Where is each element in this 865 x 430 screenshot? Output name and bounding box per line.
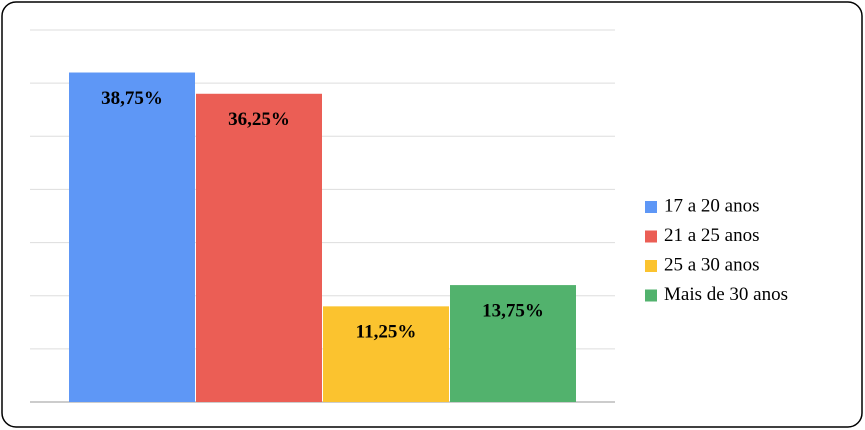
bar (196, 93, 322, 403)
legend-label: 17 a 20 anos (664, 195, 760, 216)
legend-label: 25 a 30 anos (664, 254, 760, 275)
legend-swatch (645, 201, 657, 213)
legend-swatch (645, 230, 657, 243)
legend-label: Mais de 30 anos (664, 284, 788, 305)
data-label: 11,25% (356, 322, 417, 343)
bar (69, 72, 195, 402)
legend-label: 21 a 25 anos (664, 225, 760, 246)
data-label: 36,25% (228, 109, 290, 130)
bar (323, 306, 449, 402)
data-label: 13,75% (482, 300, 544, 321)
data-label: 38,75% (101, 88, 163, 109)
legend-swatch (645, 289, 657, 302)
legend-swatch (645, 260, 657, 272)
bar (450, 285, 576, 402)
